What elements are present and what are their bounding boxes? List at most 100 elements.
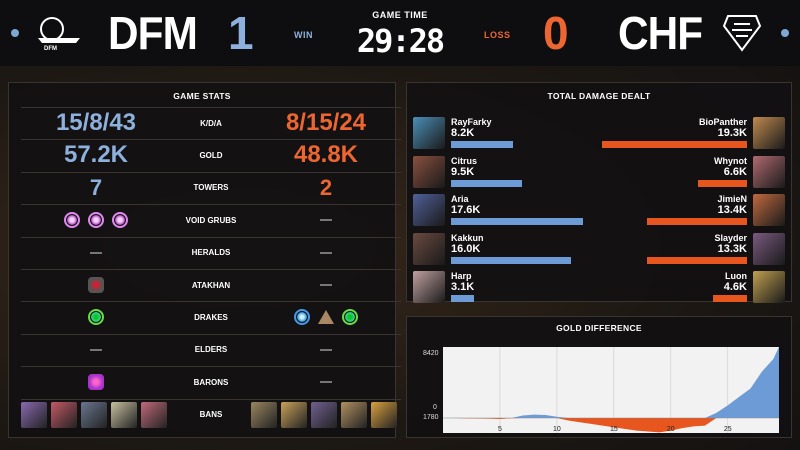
stat-label: TOWERS	[193, 183, 229, 193]
stat-label: K/D/A	[200, 118, 222, 128]
ban-champion-portrait	[51, 401, 77, 428]
right-team-score: 0	[543, 7, 569, 59]
stat-label: BANS	[199, 410, 223, 420]
game-time: 29:28	[356, 22, 445, 60]
left-stat-value	[21, 367, 171, 397]
left-player-portrait	[413, 232, 445, 265]
ban-champion-portrait	[141, 401, 167, 428]
right-player-damage-bar	[646, 218, 747, 225]
none-dash	[320, 348, 332, 351]
right-stat-value	[251, 335, 401, 365]
left-stat-value	[21, 302, 171, 332]
svg-text:DFM: DFM	[44, 46, 57, 50]
none-dash	[320, 219, 332, 222]
left-player-portrait	[413, 117, 445, 149]
ban-champion-portrait	[251, 401, 277, 428]
stat-row: BARONS	[21, 366, 401, 396]
left-player-name: Harp	[451, 271, 472, 281]
damage-title: TOTAL DAMAGE DEALT	[547, 91, 651, 101]
ban-champion-portrait	[81, 401, 107, 428]
game-stats-title: GAME STATS	[173, 91, 231, 101]
mountain-drake-icon	[318, 310, 334, 325]
right-player-damage: 13.4K	[717, 204, 747, 216]
right-stat-value: 8/15/24	[285, 109, 367, 136]
left-player-damage: 9.5K	[451, 165, 475, 178]
right-team-result: LOSS	[484, 30, 511, 40]
game-stats-panel: GAME STATS 15/8/43 K/D/A 8/15/24 57.2K GOLD 4…	[8, 82, 401, 438]
left-player-damage-bar	[451, 179, 523, 187]
left-player-damage: 17.6K	[451, 204, 481, 216]
chart-negative-area	[443, 417, 779, 433]
stat-label: GOLD	[199, 150, 223, 160]
scoreboard-header: DFM DFM 1 WIN GAME TIME 29:28 LOSS 0 CHF	[0, 0, 800, 66]
left-player-damage: 8.2K	[451, 127, 475, 139]
right-stat-value	[251, 302, 401, 332]
stat-label: ATAKHAN	[191, 280, 231, 290]
chemtech-drake-icon	[88, 309, 104, 326]
chemtech-drake-icon	[342, 309, 358, 326]
left-player-name: Kakkun	[451, 232, 484, 243]
left-team-name: DFM	[108, 7, 198, 59]
y-axis-bottom-label: 1780	[423, 414, 439, 421]
indicator-dot	[781, 29, 789, 37]
left-stat-value	[21, 205, 171, 235]
right-player-name: BioPanther	[698, 117, 747, 127]
atakhan-icon	[88, 277, 104, 293]
left-player-damage-bar	[451, 218, 583, 225]
none-dash	[90, 348, 102, 351]
left-player-name: RayFarky	[451, 117, 492, 127]
left-player-name: Aria	[451, 194, 469, 204]
y-axis-zero-label: 0	[433, 404, 437, 411]
right-player-name: Luon	[725, 271, 747, 281]
ban-champion-portrait	[311, 401, 337, 428]
right-stat-value	[251, 367, 401, 397]
none-dash	[320, 284, 332, 286]
game-time-label: GAME TIME	[372, 10, 428, 20]
right-team-name: CHF	[618, 7, 703, 59]
ban-champion-portrait	[281, 401, 307, 428]
stat-label: VOID GRUBS	[185, 215, 237, 225]
left-player-damage: 3.1K	[451, 281, 475, 293]
right-player-damage-bar	[647, 256, 747, 264]
left-stat-value	[21, 270, 171, 300]
chart-x-tick-label: 5	[498, 426, 502, 433]
right-player-portrait	[753, 232, 785, 265]
right-player-name: Slayder	[714, 232, 747, 243]
void-grub-icon	[112, 212, 128, 229]
y-axis-top-label: 8420	[423, 350, 439, 357]
left-player-damage-bar	[451, 256, 571, 264]
right-stat-value	[251, 238, 401, 268]
left-player-name: Citrus	[451, 155, 478, 166]
stat-label: DRAKES	[194, 312, 228, 322]
right-stat-value	[251, 205, 401, 235]
chart-x-tick-label: 20	[667, 426, 675, 433]
right-player-portrait	[753, 155, 785, 188]
right-player-damage: 4.6K	[723, 281, 747, 293]
stat-row: BANS	[21, 398, 401, 429]
stat-label: HERALDS	[191, 248, 231, 258]
void-grub-icon	[64, 212, 80, 229]
chart-x-tick-label: 15	[610, 426, 618, 433]
stat-row: VOID GRUBS	[21, 204, 401, 234]
chart-x-tick-label: 25	[724, 426, 732, 433]
left-player-damage-bar	[451, 141, 513, 148]
right-player-portrait	[753, 194, 785, 226]
right-stat-value: 2	[319, 174, 333, 200]
stat-row: HERALDS	[21, 236, 401, 268]
right-player-damage-bar	[712, 295, 747, 302]
right-player-damage-bar	[697, 179, 747, 187]
stat-row: 57.2K GOLD 48.8K	[21, 139, 401, 169]
stat-row: ELDERS	[21, 333, 401, 365]
right-player-damage: 19.3K	[717, 127, 747, 139]
stat-row: 7 TOWERS 2	[21, 171, 401, 202]
ocean-drake-icon	[294, 309, 310, 326]
left-stat-value: 57.2K	[63, 141, 129, 169]
right-player-portrait	[753, 271, 785, 303]
none-dash	[320, 251, 332, 254]
left-team-result: WIN	[294, 30, 313, 40]
indicator-dot	[11, 29, 19, 37]
left-stat-value	[21, 238, 171, 268]
dfm-logo-icon: DFM	[38, 17, 80, 50]
right-player-name: JimieN	[717, 194, 747, 204]
right-stat-value	[251, 270, 401, 300]
